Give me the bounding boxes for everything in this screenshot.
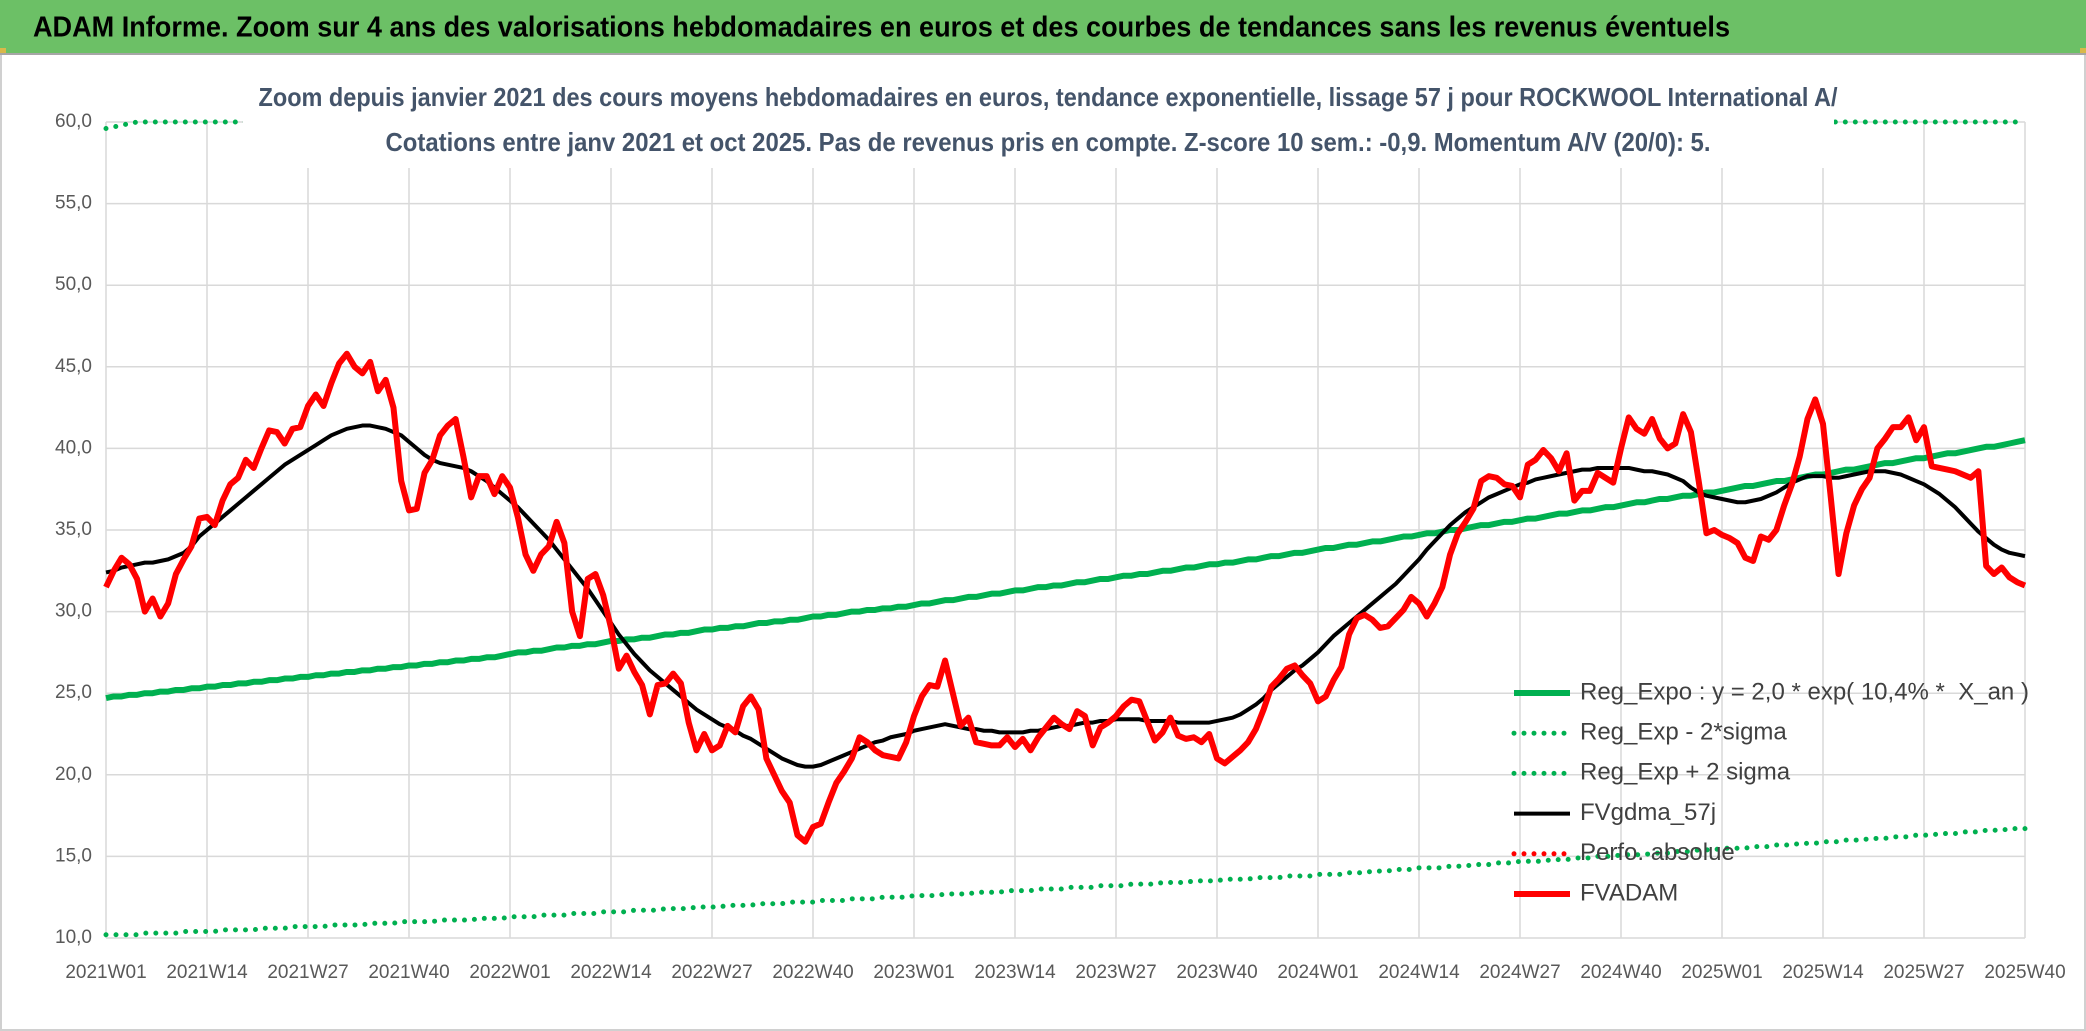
y-tick-label: 15,0 [55, 845, 92, 866]
series-line [105, 437, 2026, 702]
y-tick-label: 50,0 [55, 274, 92, 295]
x-tick-label: 2025W27 [1883, 962, 1964, 983]
y-tick-label: 20,0 [55, 764, 92, 785]
x-tick-label: 2021W14 [166, 962, 248, 983]
x-tick-label: 2025W01 [1681, 962, 1762, 983]
header-title: ADAM Informe. Zoom sur 4 ans des valoris… [33, 12, 1730, 44]
chart-title-block: Zoom depuis janvier 2021 des cours moyen… [243, 80, 1838, 168]
x-tick-label: 2021W40 [368, 962, 449, 983]
chart-title: Cotations entre janv 2021 et oct 2025. P… [386, 127, 1711, 157]
y-tick-label: 10,0 [55, 927, 92, 948]
y-tick-label: 30,0 [55, 601, 92, 622]
x-tick-label: 2022W01 [469, 962, 550, 983]
y-tick-label: 45,0 [55, 356, 92, 377]
x-tick-label: 2024W14 [1378, 962, 1460, 983]
x-tick-label: 2023W40 [1176, 962, 1257, 983]
x-tick-label: 2025W40 [1984, 962, 2065, 983]
legend-label: FVADAM [1580, 879, 1678, 906]
series-line [103, 350, 2027, 845]
x-tick-label: 2023W01 [873, 962, 954, 983]
chart-title: Zoom depuis janvier 2021 des cours moyen… [259, 82, 1838, 112]
legend: Reg_Expo : y = 2,0 * exp( 10,4% * X_an )… [1511, 678, 2029, 906]
x-tick-label: 2022W14 [570, 962, 652, 983]
y-tick-label: 35,0 [55, 519, 92, 540]
series-line [103, 826, 2028, 938]
grid [105, 121, 2026, 939]
header-corner [2080, 48, 2086, 54]
y-tick-label: 55,0 [55, 193, 92, 214]
legend-label: Reg_Exp + 2 sigma [1580, 759, 1791, 786]
legend-label: Reg_Exp - 2*sigma [1580, 719, 1787, 746]
title-background [243, 80, 1834, 168]
y-tick-label: 40,0 [55, 437, 92, 458]
legend-label: Reg_Expo : y = 2,0 * exp( 10,4% * X_an ) [1580, 678, 2029, 705]
legend-label: FVgdma_57j [1580, 799, 1716, 826]
x-tick-label: 2025W14 [1782, 962, 1864, 983]
x-tick-label: 2024W01 [1277, 962, 1358, 983]
x-tick-label: 2021W27 [267, 962, 348, 983]
x-tick-label: 2022W40 [772, 962, 853, 983]
y-tick-label: 25,0 [55, 682, 92, 703]
y-tick-label: 60,0 [55, 111, 92, 132]
x-tick-label: 2024W40 [1580, 962, 1661, 983]
legend-label: Perfo. absolue [1580, 839, 1735, 866]
x-tick-label: 2024W27 [1479, 962, 1560, 983]
header-bar [0, 0, 2086, 54]
header-corner [0, 48, 6, 54]
x-tick-label: 2021W01 [65, 962, 146, 983]
x-tick-label: 2023W14 [974, 962, 1056, 983]
x-tick-label: 2022W27 [671, 962, 752, 983]
x-tick-label: 2023W27 [1075, 962, 1156, 983]
axes: 10,0 15,0 20,0 25,0 30,0 35,0 40,0 45,0 50,0 55,0… [55, 111, 2066, 983]
